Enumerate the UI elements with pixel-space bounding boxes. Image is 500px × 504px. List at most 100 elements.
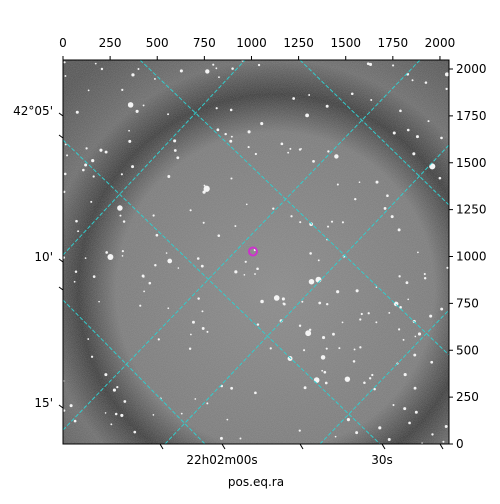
dec-tick: [58, 404, 64, 409]
star: [82, 168, 85, 172]
star: [392, 64, 395, 67]
star: [346, 418, 350, 422]
star: [180, 412, 183, 415]
star: [200, 264, 204, 268]
star: [325, 104, 329, 108]
star: [336, 290, 340, 294]
star: [407, 298, 410, 301]
star: [133, 430, 137, 434]
star: [137, 67, 140, 70]
star: [234, 225, 237, 228]
star: [318, 301, 322, 305]
star: [282, 302, 285, 305]
star: [369, 62, 373, 66]
wcs-grid-line: [319, 309, 449, 444]
star: [327, 150, 330, 153]
star: [105, 251, 108, 254]
x-tick-label: 750: [193, 36, 216, 50]
star: [203, 185, 210, 192]
star: [229, 108, 233, 112]
star: [415, 135, 419, 139]
star: [334, 154, 339, 159]
star: [177, 267, 180, 269]
star: [413, 353, 417, 357]
star: [121, 255, 124, 257]
star: [230, 386, 234, 390]
star: [354, 197, 357, 201]
star: [121, 249, 124, 253]
star: [94, 62, 97, 65]
star: [107, 254, 114, 260]
star: [141, 274, 145, 278]
star: [189, 209, 192, 212]
star: [75, 219, 78, 223]
star: [446, 266, 449, 269]
star: [135, 109, 139, 113]
star: [75, 110, 79, 114]
star: [77, 230, 80, 233]
star: [256, 267, 259, 271]
star: [398, 328, 401, 331]
star: [287, 356, 293, 362]
star: [445, 87, 448, 91]
star: [176, 156, 180, 160]
star: [406, 128, 410, 132]
star: [359, 346, 362, 349]
star: [398, 275, 401, 278]
star: [202, 221, 205, 224]
star: [153, 77, 156, 80]
star: [429, 314, 433, 318]
star: [405, 281, 409, 285]
star: [301, 300, 304, 303]
star: [173, 139, 177, 143]
star: [92, 175, 95, 178]
star: [408, 421, 411, 425]
star: [336, 183, 339, 186]
star: [189, 333, 192, 336]
star: [417, 251, 419, 254]
star: [392, 131, 396, 135]
star: [63, 409, 66, 412]
star: [201, 310, 204, 313]
y-tick-label: 0: [456, 437, 464, 451]
star: [355, 289, 359, 293]
star: [324, 381, 328, 385]
star: [99, 148, 103, 152]
star: [424, 81, 428, 84]
wcs-grid-line: [164, 144, 449, 444]
star: [371, 373, 374, 377]
star: [298, 324, 302, 327]
y-tick-label: 500: [456, 343, 479, 357]
star: [167, 307, 170, 310]
star: [327, 225, 330, 228]
star: [120, 173, 123, 176]
star: [73, 419, 77, 423]
star: [359, 318, 362, 321]
star: [341, 221, 344, 224]
x-tick-label: 250: [99, 36, 122, 50]
star: [123, 400, 127, 403]
star: [98, 300, 100, 303]
star: [260, 122, 264, 126]
star: [344, 376, 351, 382]
star: [397, 228, 401, 232]
star: [308, 94, 311, 96]
star: [63, 61, 66, 64]
star: [402, 338, 405, 341]
star: [317, 259, 320, 262]
star: [366, 62, 370, 66]
star: [131, 73, 135, 77]
star: [438, 176, 442, 180]
dec-label: 10': [34, 250, 53, 264]
star: [312, 159, 315, 163]
star: [201, 327, 205, 330]
star: [353, 348, 356, 351]
star: [116, 386, 119, 389]
dec-tick: [58, 286, 64, 291]
star: [216, 128, 220, 132]
star: [254, 152, 257, 156]
dec-tick: [58, 112, 64, 117]
y-tick-label: 1750: [456, 109, 487, 123]
star: [131, 165, 135, 169]
star: [308, 278, 315, 285]
